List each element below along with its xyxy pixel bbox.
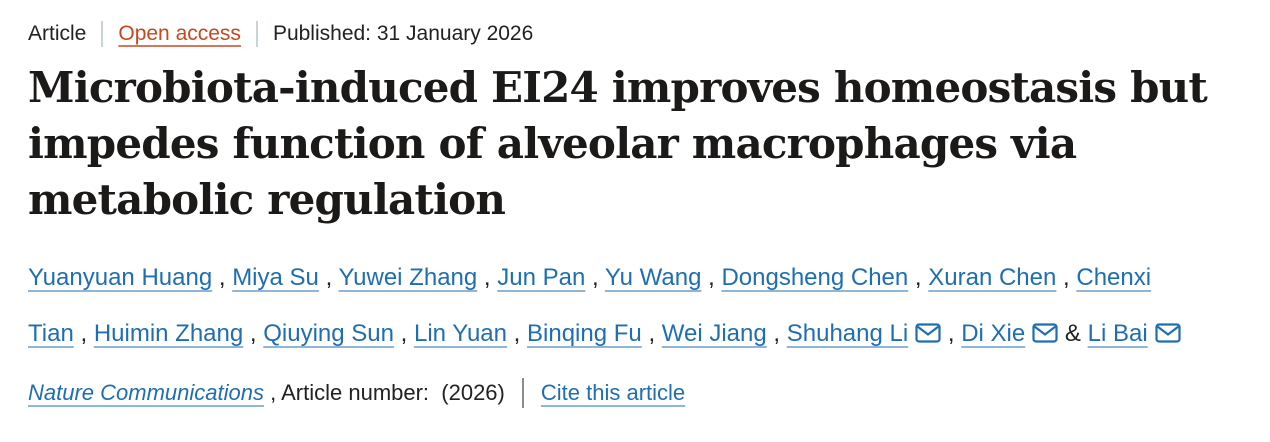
author-separator: , [1063, 264, 1077, 291]
author-separator: , [708, 264, 722, 291]
author: Chenxi [1076, 264, 1151, 291]
author-link[interactable]: Huimin Zhang [93, 320, 244, 347]
author-link[interactable]: Yuanyuan Huang [28, 264, 213, 291]
author: Yu Wang [605, 264, 702, 291]
author-separator: , [483, 264, 498, 291]
article-title: Microbiota-induced EI24 improves homeost… [28, 60, 1242, 228]
author: Huimin Zhang [94, 320, 243, 347]
email-icon[interactable] [915, 323, 941, 343]
author: Dongsheng Chen [721, 264, 908, 291]
article-number-text: , Article number: (2026) [263, 380, 505, 405]
separator [521, 378, 524, 408]
author-link[interactable]: Li Bai [1087, 320, 1148, 347]
author-link[interactable]: Chenxi [1076, 264, 1152, 291]
author: Di Xie [961, 320, 1058, 347]
author-separator: , [325, 264, 339, 291]
author-link[interactable]: Xuran Chen [928, 264, 1057, 291]
article-type-label: Article [28, 22, 87, 45]
author: Yuwei Zhang [338, 264, 477, 291]
author: Yuanyuan Huang [28, 264, 212, 291]
author-separator: , [80, 320, 94, 347]
email-icon[interactable] [1155, 323, 1181, 343]
author-link[interactable]: Miya Su [232, 264, 319, 291]
author-separator: , [914, 264, 929, 291]
author: Xuran Chen [928, 264, 1056, 291]
cite-article-link[interactable]: Cite this article [540, 380, 686, 405]
author: Qiuying Sun [263, 320, 394, 347]
author-separator: , [773, 320, 787, 347]
author-link[interactable]: Yu Wang [604, 264, 702, 291]
published-date-label: Published: 31 January 2026 [272, 22, 534, 45]
author-separator: , [648, 320, 662, 347]
meta-row: Article Open access Published: 31 Januar… [28, 20, 1242, 48]
author: Li Bai [1088, 320, 1181, 347]
author-link[interactable]: Dongsheng Chen [721, 264, 909, 291]
author-separator: , [218, 264, 233, 291]
author-separator: & [1064, 320, 1088, 347]
title-line: metabolic regulation [28, 175, 506, 224]
open-access-link[interactable]: Open access [118, 22, 241, 45]
separator [255, 21, 258, 47]
author-link[interactable]: Wei Jiang [661, 320, 767, 347]
author-line: Yuanyuan Huang , Miya Su , Yuwei Zhang ,… [28, 250, 1242, 306]
author: Miya Su [232, 264, 319, 291]
author-line: Tian , Huimin Zhang , Qiuying Sun , Lin … [28, 306, 1242, 362]
author-link[interactable]: Yuwei Zhang [338, 264, 478, 291]
author-separator: , [249, 320, 264, 347]
author: Lin Yuan [414, 320, 507, 347]
title-line: Microbiota-induced EI24 improves homeost… [28, 63, 1208, 112]
author: Binqing Fu [527, 320, 642, 347]
author: Shuhang Li [787, 320, 941, 347]
author-link[interactable]: Jun Pan [497, 264, 586, 291]
author-separator: , [592, 264, 605, 291]
author: Wei Jiang [662, 320, 767, 347]
author-separator: , [947, 320, 962, 347]
author: Tian [28, 320, 74, 347]
separator [101, 21, 104, 47]
journal-row: Nature Communications , Article number: … [28, 378, 1242, 408]
author-link[interactable]: Shuhang Li [786, 320, 909, 347]
author-list: Yuanyuan Huang , Miya Su , Yuwei Zhang ,… [28, 250, 1242, 362]
email-icon[interactable] [1032, 323, 1058, 343]
author-link[interactable]: Binqing Fu [527, 320, 642, 347]
author-link[interactable]: Lin Yuan [414, 320, 507, 347]
author-link[interactable]: Tian [28, 320, 74, 347]
author-separator: , [400, 320, 414, 347]
author-link[interactable]: Di Xie [961, 320, 1026, 347]
journal-link[interactable]: Nature Communications [28, 380, 264, 405]
title-line: impedes function of alveolar macrophages… [28, 119, 1077, 168]
author: Jun Pan [497, 264, 585, 291]
author-link[interactable]: Qiuying Sun [263, 320, 394, 347]
author-separator: , [513, 320, 528, 347]
